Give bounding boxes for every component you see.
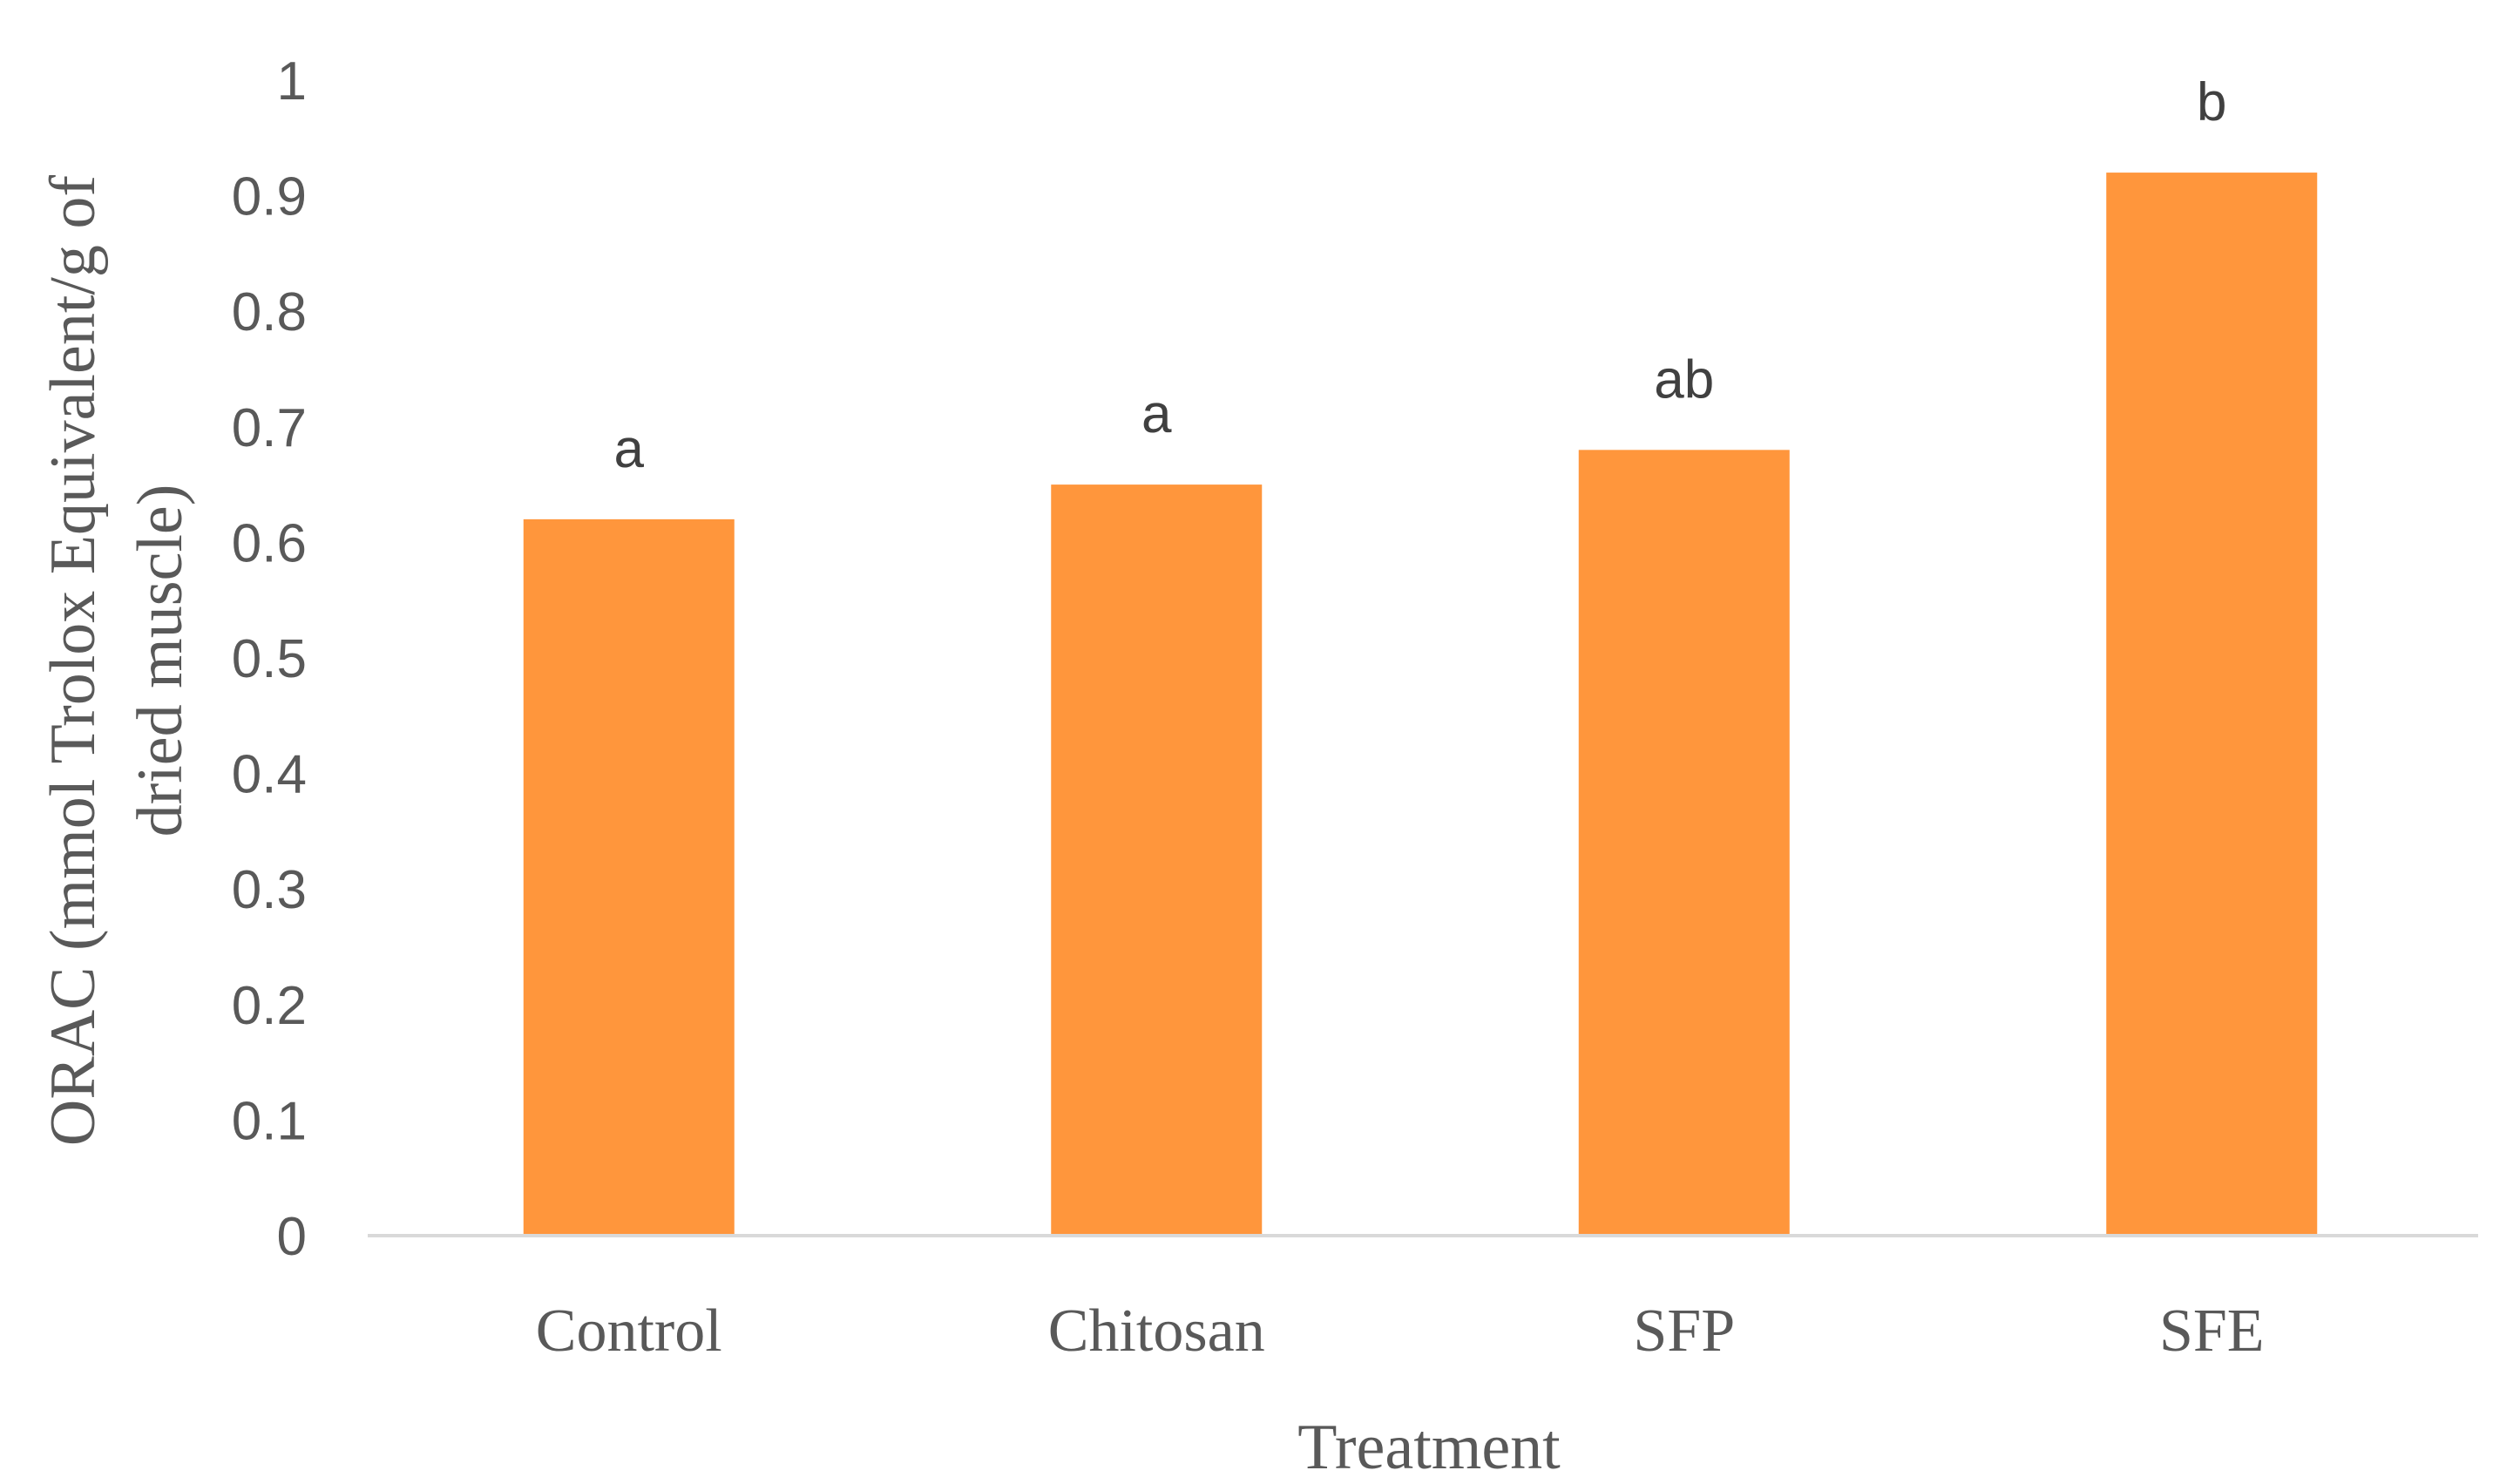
y-tick-label: 0.6 — [232, 513, 307, 573]
y-tick-label: 0.3 — [232, 860, 307, 920]
y-tick-label: 0.4 — [232, 745, 307, 805]
y-tick-label: 0 — [277, 1207, 307, 1267]
y-tick-label: 1 — [277, 51, 307, 112]
x-axis-categories: Control Chitosan SFP SFE — [536, 1298, 2265, 1365]
x-category-label: Control — [536, 1298, 722, 1365]
y-tick-label: 0.5 — [232, 629, 307, 689]
significance-label: a — [614, 419, 645, 479]
y-axis-label-line-1: ORAC (mmol Trolox Equivalent/g of — [37, 175, 109, 1147]
y-tick-label: 0.1 — [232, 1091, 307, 1151]
y-tick-label: 0.8 — [232, 282, 307, 342]
y-tick-label: 0.9 — [232, 167, 307, 227]
significance-label: a — [1141, 384, 1172, 444]
x-category-label: SFE — [2159, 1298, 2265, 1365]
x-category-label: Chitosan — [1048, 1298, 1265, 1365]
significance-label: ab — [1654, 349, 1714, 410]
bar-sfp — [1578, 450, 1790, 1236]
x-axis-label: Treatment — [1297, 1412, 1561, 1483]
y-tick-label: 0.2 — [232, 976, 307, 1036]
bar-sfe — [2106, 173, 2318, 1237]
y-axis-label-line-2: dried muscle) — [125, 485, 196, 837]
x-category-label: SFP — [1633, 1298, 1735, 1365]
y-tick-label: 0.7 — [232, 398, 307, 458]
significance-label: b — [2197, 72, 2226, 132]
bars: a a ab b — [523, 72, 2318, 1237]
bar-chitosan — [1051, 485, 1263, 1236]
y-axis-ticks: 0 0.1 0.2 0.3 0.4 0.5 0.6 0.7 0.8 0.9 1 — [232, 51, 307, 1267]
bar-control — [523, 518, 735, 1236]
y-axis-label: ORAC (mmol Trolox Equivalent/g of dried … — [37, 175, 196, 1147]
